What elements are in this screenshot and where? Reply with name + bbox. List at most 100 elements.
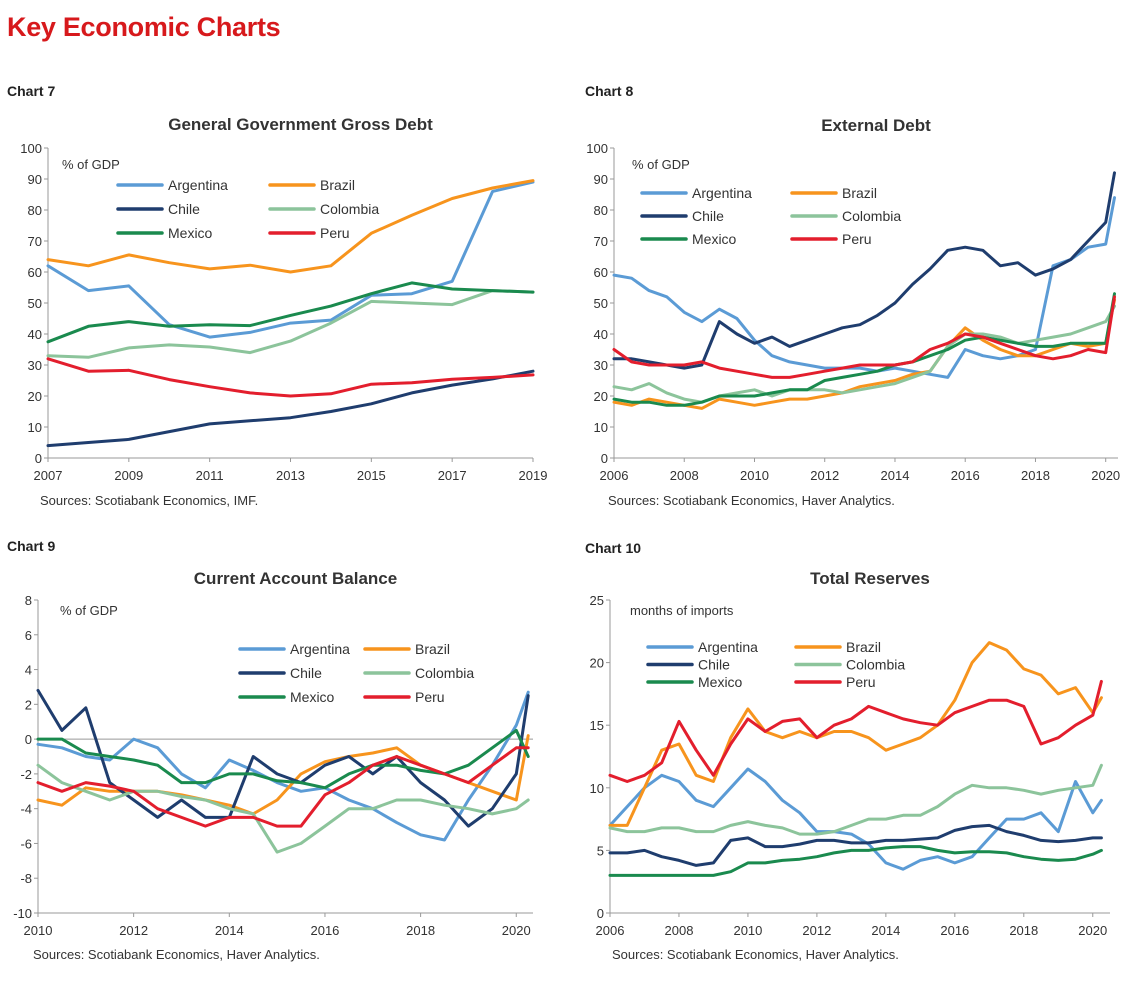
series-line-peru (612, 295, 1116, 379)
series-line-colombia (608, 763, 1103, 836)
unit-label: months of imports (630, 603, 734, 618)
chart-title: Current Account Balance (194, 569, 397, 588)
x-tick-label: 2015 (357, 468, 386, 483)
series-line-colombia (46, 289, 535, 359)
y-tick-label: 0 (25, 732, 32, 747)
x-tick-label: 2020 (1078, 923, 1107, 938)
y-tick-label: 20 (594, 389, 608, 404)
legend-label-argentina: Argentina (168, 177, 228, 193)
y-tick-label: 40 (28, 327, 42, 342)
x-tick-label: 2016 (940, 923, 969, 938)
y-tick-label: -10 (13, 906, 32, 921)
chart-7-source: Sources: Scotiabank Economics, IMF. (40, 493, 259, 508)
x-tick-label: 2008 (670, 468, 699, 483)
chart-9-current-account: Current Account Balance -10 -8 -6 -4 -2 0 2 4 6 8 2… (13, 569, 533, 938)
series-line-argentina (36, 690, 530, 842)
y-tick-label: -8 (20, 871, 32, 886)
x-tick-label: 2010 (24, 923, 53, 938)
y-tick-label: 40 (594, 327, 608, 342)
legend-label-brazil: Brazil (320, 177, 355, 193)
y-tick-label: 20 (28, 389, 42, 404)
x-tick-label: 2014 (881, 468, 910, 483)
x-tick-label: 2013 (276, 468, 305, 483)
y-tick-label: 30 (28, 358, 42, 373)
x-tick-label: 2019 (519, 468, 548, 483)
series-line-chile (46, 369, 535, 448)
x-tick-label: 2011 (196, 468, 224, 483)
series-line-peru (608, 679, 1103, 783)
chart-10-label: Chart 10 (585, 540, 642, 556)
y-tick-label: 70 (28, 234, 42, 249)
y-tick-label: 5 (597, 843, 604, 858)
x-tick-label: 2008 (665, 923, 694, 938)
y-tick-label: -2 (20, 767, 32, 782)
legend-label-brazil: Brazil (846, 639, 881, 655)
legend-label-argentina: Argentina (692, 185, 752, 201)
legend-label-peru: Peru (415, 689, 445, 705)
legend-label-argentina: Argentina (290, 641, 350, 657)
unit-label: % of GDP (60, 603, 118, 618)
legend-label-colombia: Colombia (846, 657, 905, 673)
chart-title: Total Reserves (810, 569, 930, 588)
series-line-argentina (608, 767, 1103, 871)
x-tick-label: 2014 (871, 923, 900, 938)
y-tick-label: 100 (586, 141, 608, 156)
legend-label-chile: Chile (692, 208, 724, 224)
legend-label-brazil: Brazil (842, 185, 877, 201)
x-tick-label: 2006 (600, 468, 629, 483)
legend-label-mexico: Mexico (168, 225, 213, 241)
y-tick-label: 10 (28, 420, 42, 435)
chart-9-source: Sources: Scotiabank Economics, Haver Ana… (33, 947, 320, 962)
y-tick-label: 6 (25, 628, 32, 643)
y-tick-label: 80 (28, 203, 42, 218)
x-tick-label: 2018 (1021, 468, 1050, 483)
x-tick-label: 2012 (119, 923, 148, 938)
chart-title: General Government Gross Debt (168, 115, 433, 134)
x-tick-label: 2017 (438, 468, 467, 483)
legend-label-chile: Chile (290, 665, 322, 681)
legend-label-peru: Peru (320, 225, 350, 241)
x-tick-label: 2016 (310, 923, 339, 938)
legend-label-mexico: Mexico (698, 674, 743, 690)
y-tick-label: 50 (594, 296, 608, 311)
legend-label-peru: Peru (846, 674, 876, 690)
unit-label: % of GDP (632, 157, 690, 172)
x-tick-label: 2007 (34, 468, 63, 483)
y-tick-label: 0 (35, 451, 42, 466)
y-tick-label: 90 (28, 172, 42, 187)
x-tick-label: 2014 (215, 923, 244, 938)
y-tick-label: 60 (28, 265, 42, 280)
y-tick-label: 30 (594, 358, 608, 373)
legend-label-peru: Peru (842, 231, 872, 247)
y-tick-label: 10 (594, 420, 608, 435)
series-line-mexico (46, 281, 535, 344)
legend-label-chile: Chile (168, 201, 200, 217)
chart-8-source: Sources: Scotiabank Economics, Haver Ana… (608, 493, 895, 508)
y-tick-label: 15 (590, 718, 604, 733)
x-tick-label: 2010 (740, 468, 769, 483)
x-tick-label: 2020 (1091, 468, 1120, 483)
chart-8-label: Chart 8 (585, 83, 634, 99)
unit-label: % of GDP (62, 157, 120, 172)
y-tick-label: -4 (20, 802, 32, 817)
y-tick-label: 60 (594, 265, 608, 280)
y-tick-label: 25 (590, 593, 604, 608)
chart-10-total-reserves: Total Reserves 0 5 10 15 20 25 2006 2008 2010 2012… (590, 569, 1110, 938)
y-tick-label: 2 (25, 697, 32, 712)
y-tick-label: 20 (590, 656, 604, 671)
series-line-mexico (36, 728, 530, 790)
series-line-colombia (36, 763, 530, 854)
y-tick-label: 8 (25, 593, 32, 608)
chart-7-label: Chart 7 (7, 83, 56, 99)
y-tick-label: 10 (590, 781, 604, 796)
y-tick-label: -6 (20, 836, 32, 851)
series-line-chile (608, 823, 1103, 867)
series-line-argentina (612, 196, 1116, 379)
x-tick-label: 2012 (810, 468, 839, 483)
series-line-peru (36, 746, 530, 828)
legend-label-colombia: Colombia (320, 201, 379, 217)
x-tick-label: 2016 (951, 468, 980, 483)
y-tick-label: 80 (594, 203, 608, 218)
series-line-mexico (612, 292, 1116, 407)
y-tick-label: 100 (20, 141, 42, 156)
